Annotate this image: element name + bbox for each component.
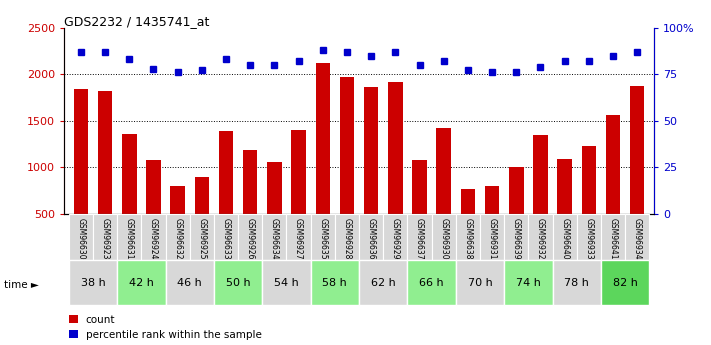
Bar <box>190 214 214 260</box>
Bar <box>287 214 311 260</box>
Bar <box>166 260 214 305</box>
Bar <box>122 134 137 260</box>
Text: 46 h: 46 h <box>177 278 202 288</box>
Bar <box>214 260 262 305</box>
Bar <box>509 167 523 260</box>
Bar <box>262 214 287 260</box>
Bar <box>359 260 407 305</box>
Bar <box>262 260 311 305</box>
Bar <box>456 260 504 305</box>
Text: GSM96637: GSM96637 <box>415 218 424 259</box>
Text: GSM96928: GSM96928 <box>343 218 351 259</box>
Text: GSM96630: GSM96630 <box>76 218 85 259</box>
Text: GSM96639: GSM96639 <box>512 218 520 259</box>
Text: GSM96932: GSM96932 <box>536 218 545 259</box>
Text: GSM96927: GSM96927 <box>294 218 303 259</box>
Text: GSM96923: GSM96923 <box>100 218 109 259</box>
Bar <box>625 214 649 260</box>
Bar <box>504 260 552 305</box>
Bar <box>335 214 359 260</box>
Bar <box>388 82 402 260</box>
Bar <box>601 260 649 305</box>
Text: 66 h: 66 h <box>419 278 444 288</box>
Bar <box>407 214 432 260</box>
Text: GSM96636: GSM96636 <box>367 218 375 259</box>
Bar <box>166 214 190 260</box>
Text: 62 h: 62 h <box>371 278 395 288</box>
Bar <box>117 260 166 305</box>
Text: GSM96926: GSM96926 <box>246 218 255 259</box>
Bar <box>292 130 306 260</box>
Text: GSM96933: GSM96933 <box>584 218 593 259</box>
Bar <box>480 214 504 260</box>
Bar <box>504 214 528 260</box>
Text: GSM96640: GSM96640 <box>560 218 569 259</box>
Bar <box>238 214 262 260</box>
Bar <box>407 260 456 305</box>
Bar <box>267 162 282 260</box>
Bar <box>359 214 383 260</box>
Bar <box>98 91 112 260</box>
Bar <box>69 214 93 260</box>
Bar <box>74 89 88 260</box>
Bar <box>146 160 161 260</box>
Text: 42 h: 42 h <box>129 278 154 288</box>
Bar <box>214 214 238 260</box>
Bar <box>432 214 456 260</box>
Bar <box>364 87 378 260</box>
Bar <box>461 189 475 260</box>
Bar <box>243 150 257 260</box>
Bar <box>93 214 117 260</box>
Legend: count, percentile rank within the sample: count, percentile rank within the sample <box>69 315 262 340</box>
Bar <box>383 214 407 260</box>
Text: GSM96931: GSM96931 <box>488 218 496 259</box>
Bar <box>577 214 601 260</box>
Text: GSM96924: GSM96924 <box>149 218 158 259</box>
Text: GSM96633: GSM96633 <box>222 218 230 259</box>
Text: GSM96929: GSM96929 <box>391 218 400 259</box>
Bar <box>171 186 185 260</box>
Bar <box>606 115 620 260</box>
Bar <box>141 214 166 260</box>
Text: GSM96641: GSM96641 <box>609 218 618 259</box>
Bar <box>311 260 359 305</box>
Text: GSM96635: GSM96635 <box>319 218 327 259</box>
Bar <box>340 77 354 260</box>
Text: time ►: time ► <box>4 280 38 289</box>
Text: GSM96631: GSM96631 <box>125 218 134 259</box>
Bar <box>557 159 572 260</box>
Bar <box>485 186 499 260</box>
Text: GSM96632: GSM96632 <box>173 218 182 259</box>
Text: 54 h: 54 h <box>274 278 299 288</box>
Bar <box>533 135 547 260</box>
Bar <box>69 260 117 305</box>
Text: GDS2232 / 1435741_at: GDS2232 / 1435741_at <box>64 16 209 29</box>
Text: 58 h: 58 h <box>323 278 347 288</box>
Bar <box>456 214 480 260</box>
Text: GSM96638: GSM96638 <box>464 218 472 259</box>
Text: 38 h: 38 h <box>80 278 105 288</box>
Bar <box>601 214 625 260</box>
Bar <box>195 177 209 260</box>
Text: GSM96634: GSM96634 <box>270 218 279 259</box>
Text: 82 h: 82 h <box>613 278 638 288</box>
Bar <box>412 160 427 260</box>
Bar <box>528 214 552 260</box>
Bar <box>437 128 451 260</box>
Text: 78 h: 78 h <box>565 278 589 288</box>
Bar <box>630 86 644 260</box>
Bar <box>552 214 577 260</box>
Bar <box>219 131 233 260</box>
Text: 74 h: 74 h <box>516 278 541 288</box>
Bar <box>117 214 141 260</box>
Text: GSM96925: GSM96925 <box>198 218 206 259</box>
Bar <box>552 260 601 305</box>
Bar <box>582 146 596 260</box>
Bar <box>316 63 330 260</box>
Text: GSM96930: GSM96930 <box>439 218 448 259</box>
Text: GSM96934: GSM96934 <box>633 218 642 259</box>
Text: 70 h: 70 h <box>468 278 492 288</box>
Bar <box>311 214 335 260</box>
Text: 50 h: 50 h <box>226 278 250 288</box>
